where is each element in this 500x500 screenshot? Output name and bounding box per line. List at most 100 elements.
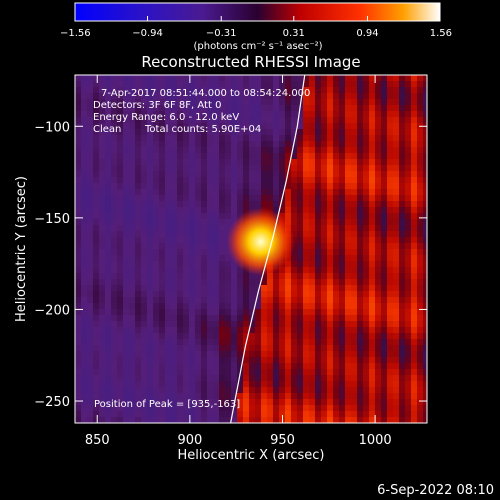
heatmap-cell <box>381 351 387 357</box>
heatmap-cell <box>183 369 189 375</box>
heatmap-cell <box>105 117 111 123</box>
heatmap-cell <box>309 351 315 357</box>
heatmap-cell <box>243 399 249 405</box>
heatmap-cell <box>369 387 375 393</box>
heatmap-cell <box>195 411 201 417</box>
heatmap-cell <box>147 153 153 159</box>
heatmap-cell <box>165 93 171 99</box>
heatmap-cell <box>87 219 93 225</box>
heatmap-cell <box>321 369 327 375</box>
heatmap-cell <box>327 105 333 111</box>
heatmap-cell <box>231 351 237 357</box>
heatmap-cell <box>93 315 99 321</box>
heatmap-cell <box>213 345 219 351</box>
heatmap-cell <box>279 117 285 123</box>
heatmap-cell <box>123 249 129 255</box>
heatmap-cell <box>393 123 399 129</box>
heatmap-cell <box>417 153 423 159</box>
heatmap-cell <box>267 75 273 81</box>
heatmap-cell <box>249 339 255 345</box>
heatmap-cell <box>249 333 255 339</box>
heatmap-cell <box>291 267 297 273</box>
heatmap-cell <box>159 189 165 195</box>
heatmap-cell <box>159 75 165 81</box>
heatmap-cell <box>159 399 165 405</box>
heatmap-cell <box>159 237 165 243</box>
heatmap-cell <box>219 123 225 129</box>
heatmap-cell <box>285 279 291 285</box>
heatmap-cell <box>267 345 273 351</box>
heatmap-cell <box>159 381 165 387</box>
heatmap-cell <box>135 93 141 99</box>
heatmap-cell <box>291 201 297 207</box>
heatmap-cell <box>243 99 249 105</box>
heatmap-cell <box>261 369 267 375</box>
heatmap-cell <box>285 309 291 315</box>
heatmap-cell <box>213 123 219 129</box>
heatmap-cell <box>315 237 321 243</box>
heatmap-cell <box>333 375 339 381</box>
heatmap-cell <box>327 111 333 117</box>
heatmap-cell <box>369 261 375 267</box>
heatmap-cell <box>363 267 369 273</box>
heatmap-cell <box>363 273 369 279</box>
heatmap-cell <box>405 381 411 387</box>
heatmap-cell <box>141 279 147 285</box>
heatmap-cell <box>237 327 243 333</box>
heatmap-cell <box>195 345 201 351</box>
heatmap-cell <box>231 393 237 399</box>
heatmap-cell <box>195 309 201 315</box>
heatmap-cell <box>243 123 249 129</box>
heatmap-cell <box>123 351 129 357</box>
heatmap-cell <box>315 81 321 87</box>
heatmap-cell <box>147 177 153 183</box>
heatmap-cell <box>285 87 291 93</box>
heatmap-cell <box>249 291 255 297</box>
heatmap-cell <box>207 261 213 267</box>
heatmap-cell <box>309 201 315 207</box>
heatmap-cell <box>225 171 231 177</box>
heatmap-cell <box>291 387 297 393</box>
heatmap-cell <box>93 183 99 189</box>
heatmap-cell <box>231 327 237 333</box>
heatmap-cell <box>159 171 165 177</box>
heatmap-cell <box>165 315 171 321</box>
heatmap-cell <box>423 399 427 405</box>
heatmap-cell <box>411 411 417 417</box>
colorbar-units: (photons cm⁻² s⁻¹ asec⁻²) <box>193 41 322 52</box>
heatmap-cell <box>285 303 291 309</box>
heatmap-cell <box>285 99 291 105</box>
heatmap-cell <box>153 279 159 285</box>
heatmap-cell <box>135 147 141 153</box>
heatmap-cell <box>231 381 237 387</box>
heatmap-cell <box>357 123 363 129</box>
heatmap-cell <box>249 297 255 303</box>
heatmap-cell <box>117 285 123 291</box>
heatmap-cell <box>213 387 219 393</box>
heatmap-cell <box>417 363 423 369</box>
heatmap-cell <box>291 129 297 135</box>
heatmap-cell <box>243 375 249 381</box>
heatmap-cell <box>303 255 309 261</box>
heatmap-cell <box>177 279 183 285</box>
heatmap-cell <box>345 225 351 231</box>
heatmap-cell <box>261 171 267 177</box>
heatmap-cell <box>339 303 345 309</box>
heatmap-cell <box>291 357 297 363</box>
heatmap-cell <box>219 393 225 399</box>
heatmap-cell <box>225 375 231 381</box>
heatmap-cell <box>147 351 153 357</box>
heatmap-cell <box>141 153 147 159</box>
heatmap-cell <box>303 363 309 369</box>
heatmap-cell <box>81 105 87 111</box>
heatmap-cell <box>177 399 183 405</box>
heatmap-cell <box>327 231 333 237</box>
heatmap-cell <box>75 195 81 201</box>
heatmap-cell <box>117 357 123 363</box>
heatmap-cell <box>303 249 309 255</box>
heatmap-cell <box>291 117 297 123</box>
heatmap-cell <box>225 315 231 321</box>
heatmap-cell <box>387 333 393 339</box>
heatmap-cell <box>183 225 189 231</box>
heatmap-cell <box>411 213 417 219</box>
